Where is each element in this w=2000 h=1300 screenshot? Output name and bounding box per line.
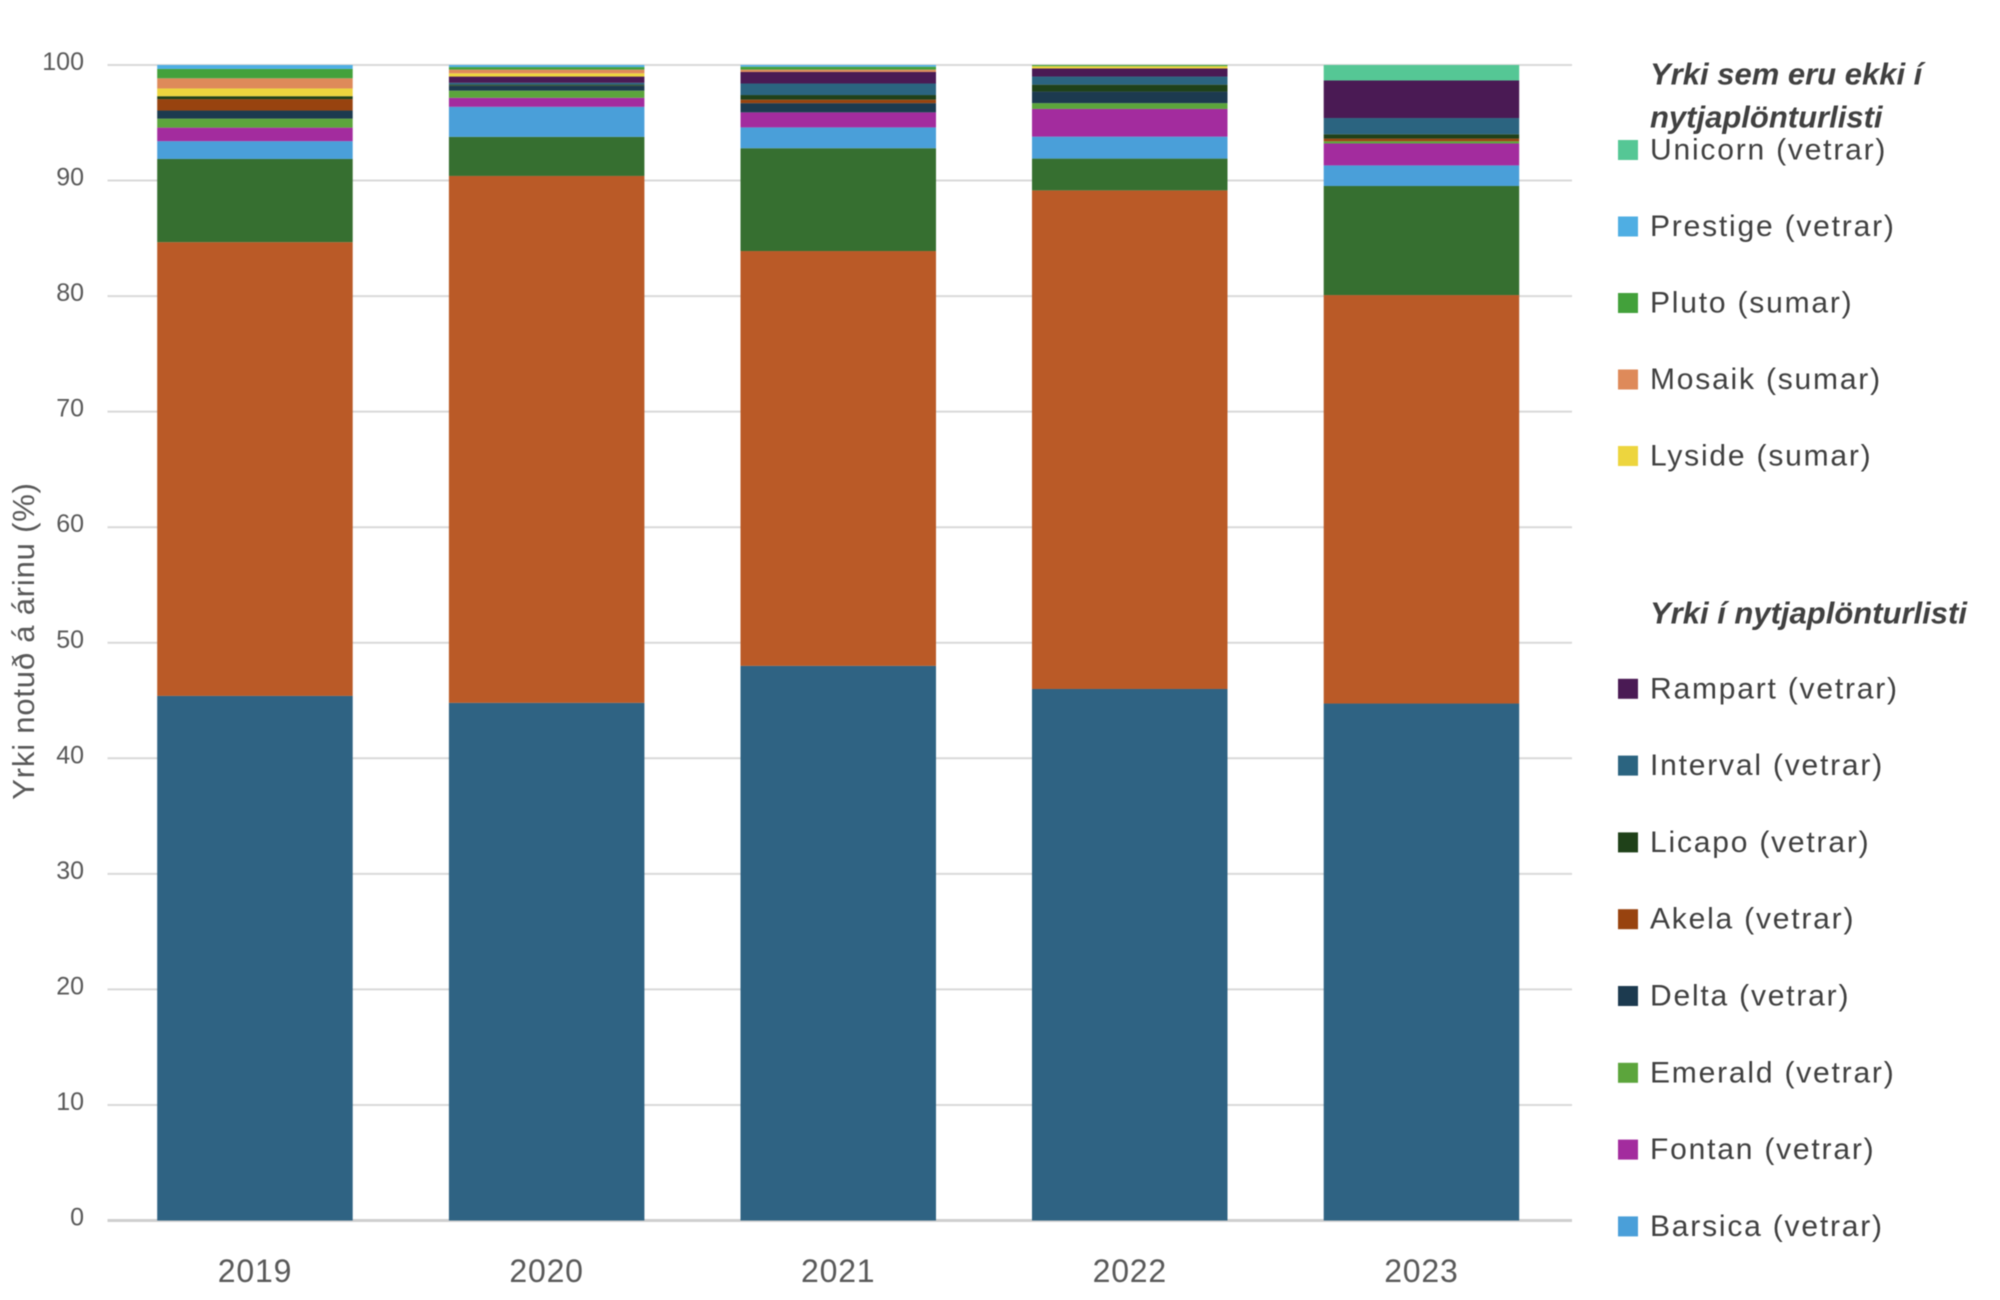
svg-text:90: 90 (56, 164, 84, 192)
svg-text:Akela (vetrar): Akela (vetrar) (1650, 903, 1855, 936)
svg-text:Yrki notuð á árinu (%): Yrki notuð á árinu (%) (6, 482, 41, 799)
svg-text:70: 70 (56, 395, 84, 423)
svg-text:2023: 2023 (1384, 1253, 1458, 1289)
svg-text:100: 100 (42, 48, 84, 76)
svg-text:Fontan (vetrar): Fontan (vetrar) (1650, 1133, 1875, 1166)
svg-text:nytjaplönturlisti: nytjaplönturlisti (1650, 100, 1884, 135)
svg-text:30: 30 (56, 857, 84, 885)
svg-text:Yrki sem eru ekki í: Yrki sem eru ekki í (1650, 57, 1926, 92)
svg-text:Barsica (vetrar): Barsica (vetrar) (1650, 1210, 1884, 1243)
svg-text:40: 40 (56, 741, 84, 769)
svg-text:20: 20 (56, 972, 84, 1000)
svg-text:Licapo (vetrar): Licapo (vetrar) (1650, 826, 1870, 859)
svg-text:Interval (vetrar): Interval (vetrar) (1650, 749, 1884, 782)
svg-text:Delta (vetrar): Delta (vetrar) (1650, 980, 1850, 1013)
svg-text:0: 0 (70, 1204, 84, 1232)
svg-text:2022: 2022 (1093, 1253, 1167, 1289)
svg-text:80: 80 (56, 279, 84, 307)
svg-text:Unicorn (vetrar): Unicorn (vetrar) (1650, 134, 1887, 167)
svg-text:Prestige (vetrar): Prestige (vetrar) (1650, 210, 1896, 243)
svg-text:2021: 2021 (801, 1253, 875, 1289)
svg-text:Lyside (sumar): Lyside (sumar) (1650, 440, 1872, 473)
svg-text:50: 50 (56, 626, 84, 654)
svg-text:10: 10 (56, 1088, 84, 1116)
svg-text:2020: 2020 (509, 1253, 583, 1289)
svg-text:2019: 2019 (218, 1253, 292, 1289)
svg-text:Yrki í nytjaplönturlisti: Yrki í nytjaplönturlisti (1650, 596, 1968, 631)
svg-text:Mosaik (sumar): Mosaik (sumar) (1650, 363, 1882, 396)
svg-text:60: 60 (56, 510, 84, 538)
svg-text:Pluto (sumar): Pluto (sumar) (1650, 287, 1853, 320)
svg-text:Emerald (vetrar): Emerald (vetrar) (1650, 1056, 1896, 1089)
svg-text:Rampart (vetrar): Rampart (vetrar) (1650, 672, 1899, 705)
